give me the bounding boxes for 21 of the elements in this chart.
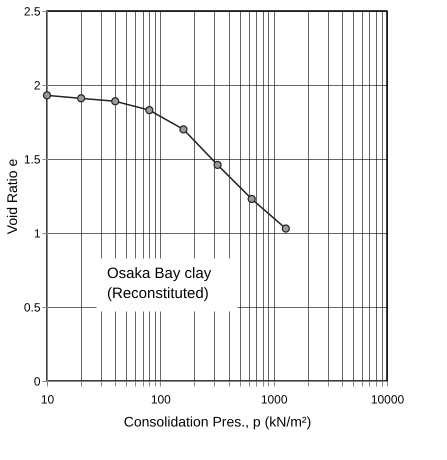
point [282,224,290,233]
y-tick-label: 1.5 [24,152,41,166]
point [111,97,120,106]
point [145,106,154,114]
y-tick-label: 0.5 [24,300,41,314]
x-tick-label: 10000 [370,392,405,406]
point [248,194,256,204]
x-tick-label: 1000 [260,392,288,406]
y-tick-label: 0 [34,374,41,388]
y-tick-label: 2 [34,78,41,92]
y-tick-label: 2.5 [24,4,41,18]
point [213,160,222,170]
y-axis-title: Void Ratio e [4,158,20,234]
x-tick-label: 100 [150,392,172,406]
point [76,94,86,102]
point [179,125,188,134]
annotation: Osaka Bay clay (Reconstituted) [107,265,212,302]
point [42,91,52,100]
x-axis-title: Consolidation Pres., p (kN/m²) [124,414,312,430]
x-tick-label: 10 [40,392,54,406]
y-tick-label: 1 [34,226,41,240]
